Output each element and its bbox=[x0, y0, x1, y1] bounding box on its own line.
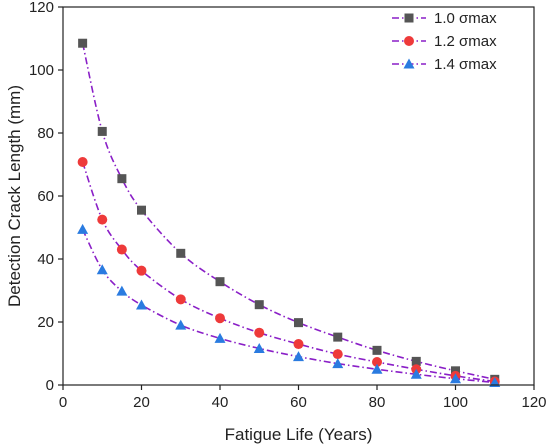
series-1-point bbox=[176, 248, 186, 258]
series-3-point bbox=[332, 358, 344, 369]
series-3-point bbox=[136, 299, 147, 310]
series-2-point bbox=[372, 357, 382, 368]
series-3-point bbox=[293, 351, 304, 362]
series-1-point bbox=[411, 356, 421, 366]
series-2-point bbox=[332, 349, 343, 360]
y-axis-label: Detection Crack Length (mm) bbox=[5, 85, 24, 307]
series-1-point bbox=[78, 38, 88, 48]
series-2-point bbox=[215, 313, 225, 324]
legend-marker-1 bbox=[404, 13, 414, 23]
series-1-point bbox=[137, 205, 146, 215]
series-1-point bbox=[333, 332, 343, 342]
y-tick-label: 0 bbox=[46, 377, 54, 394]
legend-label-2: 1.2 σmax bbox=[434, 33, 497, 50]
plot-marks bbox=[77, 38, 501, 387]
y-tick-label: 120 bbox=[29, 0, 54, 16]
y-tick-label: 100 bbox=[29, 62, 54, 79]
series-3-point bbox=[96, 264, 108, 275]
series-2-point bbox=[136, 265, 147, 276]
series-2-point bbox=[77, 156, 88, 167]
x-tick-label: 100 bbox=[443, 394, 468, 411]
x-tick-label: 20 bbox=[133, 394, 150, 411]
series-1-point bbox=[294, 318, 303, 328]
legend-marker-2 bbox=[404, 36, 414, 46]
series-2-point bbox=[293, 339, 304, 350]
series-1-point bbox=[117, 174, 127, 184]
series-3-point bbox=[77, 223, 89, 234]
series-1-point bbox=[215, 277, 225, 287]
series-3-point bbox=[116, 285, 128, 296]
series-3-point bbox=[450, 373, 461, 384]
series-3-point bbox=[175, 319, 187, 330]
x-tick-label: 0 bbox=[59, 394, 67, 411]
series-2-point bbox=[116, 244, 127, 255]
x-tick-label: 120 bbox=[521, 394, 546, 411]
legend: 1.0 σmax 1.2 σmax 1.4 σmax bbox=[392, 10, 497, 73]
series-2-point bbox=[175, 294, 186, 305]
series-1-point bbox=[451, 366, 460, 376]
series-1-point bbox=[97, 126, 107, 136]
series-3-point bbox=[253, 342, 265, 353]
series-1-point bbox=[372, 345, 382, 355]
x-tick-label: 60 bbox=[290, 394, 307, 411]
series-2-point bbox=[97, 214, 108, 225]
x-tick-label: 80 bbox=[369, 394, 386, 411]
x-tick-label: 40 bbox=[212, 394, 229, 411]
series-3-point bbox=[371, 363, 383, 374]
series-1-point bbox=[254, 300, 264, 310]
y-tick-label: 20 bbox=[37, 314, 54, 331]
y-tick-label: 80 bbox=[37, 125, 54, 142]
series-3-point bbox=[214, 332, 226, 343]
series-3-point bbox=[410, 368, 422, 379]
series-2-point bbox=[254, 327, 265, 338]
axis-ticks: 0 20 40 60 80 100 120 0 20 40 60 80 100 120 bbox=[29, 0, 547, 411]
x-axis-label: Fatigue Life (Years) bbox=[225, 425, 373, 444]
y-tick-label: 60 bbox=[37, 188, 54, 205]
legend-label-1: 1.0 σmax bbox=[434, 10, 497, 27]
legend-marker-3 bbox=[403, 58, 415, 69]
y-tick-label: 40 bbox=[37, 251, 54, 268]
legend-label-3: 1.4 σmax bbox=[434, 56, 497, 73]
